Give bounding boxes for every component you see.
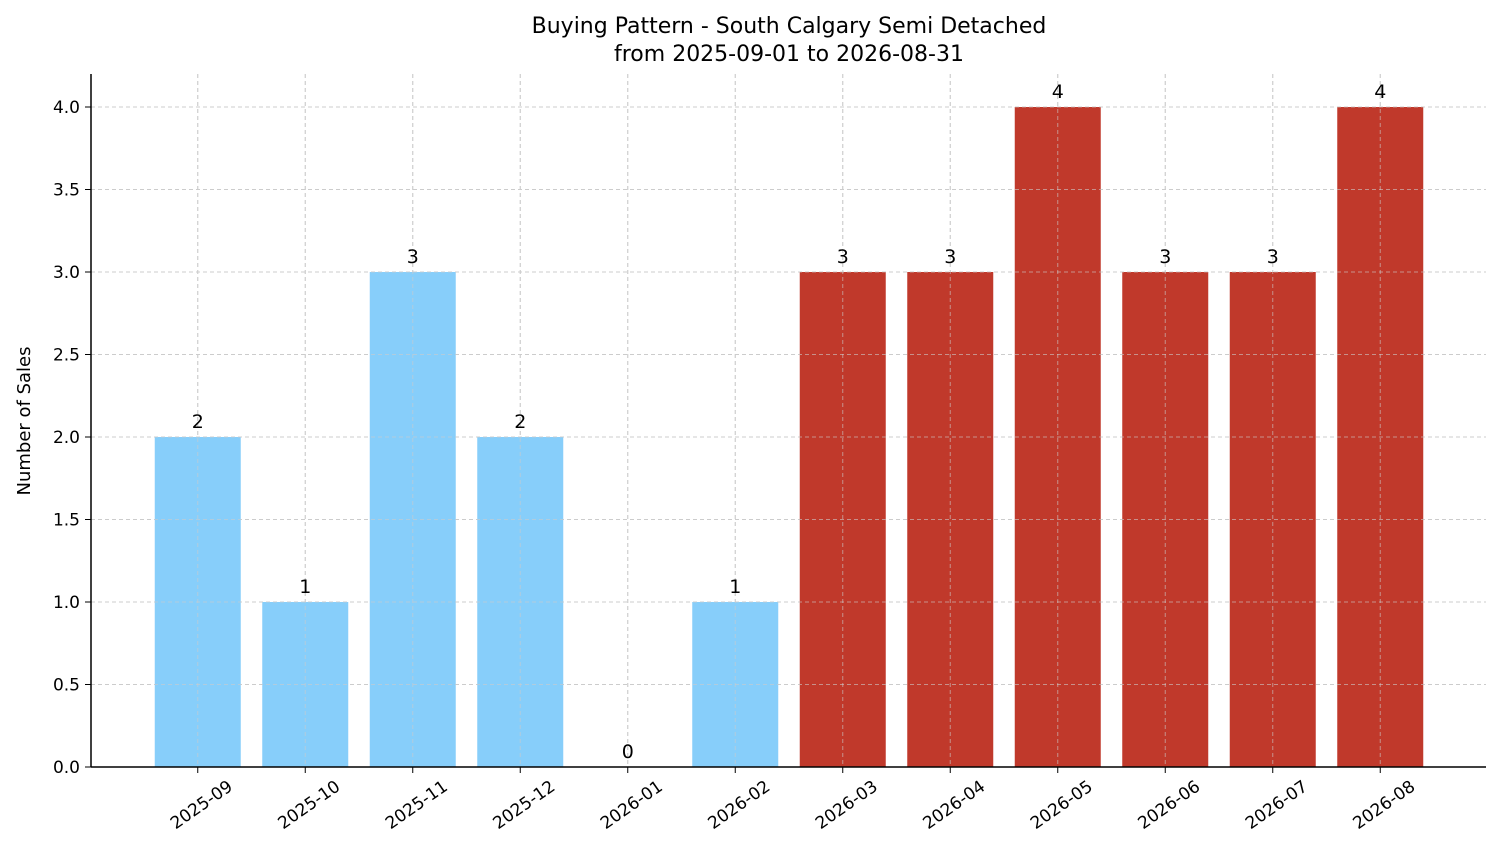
x-tick-label: 2026-04 — [919, 777, 989, 834]
x-tick-label: 2026-08 — [1349, 777, 1419, 834]
data-label: 3 — [837, 246, 849, 268]
y-tick-label: 2.0 — [53, 428, 80, 448]
chart-title: Buying Pattern - South Calgary Semi Deta… — [532, 14, 1047, 39]
data-label: 0 — [622, 741, 634, 763]
x-tick-label: 2025-12 — [489, 777, 559, 834]
x-tick-label: 2025-11 — [382, 777, 452, 834]
axes — [85, 74, 1486, 773]
data-label: 1 — [299, 576, 311, 598]
data-label: 4 — [1374, 81, 1386, 103]
x-tick-label: 2026-03 — [812, 777, 882, 834]
x-tick-label: 2026-07 — [1242, 777, 1312, 834]
y-tick-label: 3.5 — [53, 181, 80, 201]
x-tick-label: 2026-06 — [1134, 777, 1204, 834]
x-tick-label: 2026-01 — [597, 777, 667, 834]
data-label: 3 — [407, 246, 419, 268]
y-tick-label: 0.0 — [53, 758, 80, 778]
x-tick-label: 2026-05 — [1027, 777, 1097, 834]
y-axis-label: Number of Sales — [14, 346, 35, 495]
data-label: 4 — [1052, 81, 1064, 103]
data-label: 1 — [729, 576, 741, 598]
x-tick-label: 2025-10 — [274, 777, 344, 834]
data-label: 2 — [514, 411, 526, 433]
bars — [91, 74, 1486, 768]
y-tick-label: 3.0 — [53, 263, 80, 283]
data-label: 3 — [944, 246, 956, 268]
data-label: 2 — [192, 411, 204, 433]
y-tick-label: 2.5 — [53, 346, 80, 366]
x-tick-label: 2025-09 — [167, 777, 237, 834]
chart-subtitle: from 2025-09-01 to 2026-08-31 — [614, 42, 964, 67]
y-tick-label: 1.5 — [53, 511, 80, 531]
y-tick-label: 4.0 — [53, 98, 80, 118]
y-tick-label: 1.0 — [53, 593, 80, 613]
x-tick-label: 2026-02 — [704, 777, 774, 834]
data-label: 3 — [1159, 246, 1171, 268]
data-label: 3 — [1267, 246, 1279, 268]
y-tick-label: 0.5 — [53, 676, 80, 696]
